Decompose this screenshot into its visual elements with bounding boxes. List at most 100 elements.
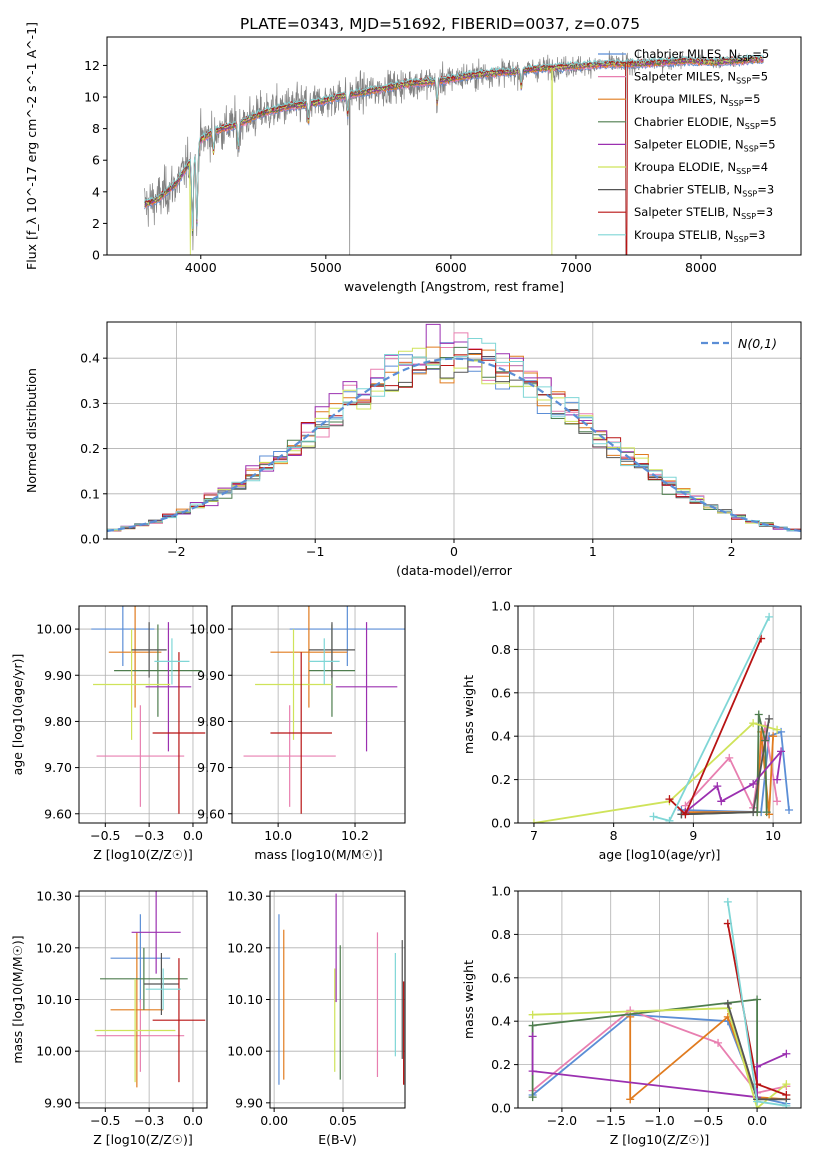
- x-tick-label: 7: [530, 828, 538, 843]
- y-tick-label: 4: [92, 184, 100, 199]
- legend-entry: Kroupa ELODIE, NSSP=4: [634, 160, 768, 176]
- legend-text: Salpeter STELIB, N: [634, 205, 741, 219]
- y-axis-label: mass [log10(M/M☉)]: [10, 935, 25, 1063]
- legend-subscript: SSP: [737, 54, 752, 63]
- legend-entry: Salpeter STELIB, NSSP=3: [634, 205, 773, 221]
- x-tick-label: 5000: [310, 260, 342, 275]
- plot-area: [528, 897, 791, 1108]
- legend-count: =5: [760, 115, 777, 129]
- legend-text: Kroupa MILES, N: [634, 92, 729, 106]
- legend-entry: Chabrier STELIB, NSSP=3: [634, 183, 774, 199]
- weight-marker: [753, 995, 762, 1004]
- x-axis-label: mass [log10(M/M☉)]: [254, 847, 382, 862]
- y-axis-label: mass weight: [461, 675, 476, 754]
- legend-text: Chabrier STELIB, N: [634, 183, 742, 197]
- legend-text: Salpeter ELODIE, N: [634, 137, 744, 151]
- legend-count: =5: [751, 70, 768, 84]
- weight-marker: [782, 1080, 791, 1089]
- y-tick-label: 10.00: [227, 1044, 263, 1059]
- x-tick-label: 6000: [435, 260, 467, 275]
- y-tick-label: 0.4: [491, 1014, 511, 1029]
- weight-marker: [681, 810, 690, 819]
- x-tick-label: −1.5: [596, 1113, 626, 1128]
- legend-count: =5: [759, 137, 776, 151]
- plot-area: [278, 893, 405, 1085]
- x-axis-label: E(B-V): [318, 1132, 357, 1147]
- legend-count: =3: [756, 205, 773, 219]
- weight-marker: [749, 808, 758, 817]
- y-tick-label: 0: [92, 248, 100, 263]
- y-tick-label: 0.4: [491, 729, 511, 744]
- weight-marker: [649, 812, 658, 821]
- legend-subscript: SSP: [734, 235, 749, 244]
- weight-marker: [717, 797, 726, 806]
- plot-area: [94, 891, 206, 1088]
- panel-mass_weight_vs_Z: −2.0 −1.5 −1.0 −0.5 0.0 0.0 0.2 0.4 0.6 0.8 1.0 Z […: [461, 884, 802, 1147]
- panel-mass_vs_EBV: 0.00 0.05 9.90 10.00 10.10 10.20 10.30 E(B-V): [227, 889, 406, 1147]
- legend-text: Chabrier ELODIE, N: [634, 115, 745, 129]
- x-tick-label: 0.05: [329, 1113, 357, 1128]
- x-axis-label: Z [log10(Z/Z☉)]: [610, 1132, 710, 1147]
- x-tick-label: 1: [589, 544, 597, 559]
- legend-subscript: SSP: [742, 190, 757, 199]
- y-tick-label: 9.60: [44, 806, 72, 821]
- weight-marker: [713, 782, 722, 791]
- y-tick-label: 0.6: [491, 685, 511, 700]
- legend-entry: Salpeter ELODIE, NSSP=5: [634, 137, 776, 153]
- model-line: [144, 53, 764, 230]
- y-tick-label: 10.20: [227, 940, 263, 955]
- y-tick-label: 9.90: [197, 668, 225, 683]
- y-tick-label: 10: [84, 90, 100, 105]
- x-tick-label: −2: [167, 544, 185, 559]
- y-tick-label: 0.1: [80, 486, 100, 501]
- weight-marker: [749, 779, 758, 788]
- x-tick-label: 0.00: [260, 1113, 288, 1128]
- weight-marker: [765, 714, 774, 723]
- panel-mass_vs_Z: −0.5 −0.3 0.0 9.90 10.00 10.10 10.20 10.30 Z [lo…: [10, 889, 208, 1147]
- weight-line: [684, 750, 782, 813]
- x-tick-label: 10.0: [264, 828, 292, 843]
- x-tick-label: 0: [450, 544, 458, 559]
- y-tick-label: 0.0: [491, 816, 511, 831]
- weight-marker: [769, 732, 778, 741]
- y-tick-label: 9.90: [44, 1095, 72, 1110]
- y-tick-label: 9.80: [44, 714, 72, 729]
- x-tick-label: 9: [689, 828, 697, 843]
- weight-marker: [626, 1095, 635, 1104]
- model-line: [144, 58, 764, 234]
- x-tick-label: −1.0: [644, 1113, 674, 1128]
- y-tick-label: 12: [84, 58, 100, 73]
- legend-text: Chabrier MILES, N: [634, 47, 737, 61]
- y-tick-label: 9.90: [235, 1095, 263, 1110]
- y-tick-label: 9.60: [197, 806, 225, 821]
- axes-frame: [231, 605, 406, 824]
- y-tick-label: 9.90: [44, 668, 72, 683]
- legend-subscript: SSP: [736, 167, 751, 176]
- legend-count: =3: [757, 183, 774, 197]
- legend-entry: Kroupa STELIB, NSSP=3: [634, 228, 765, 244]
- y-tick-label: 10.10: [227, 992, 263, 1007]
- weight-marker: [762, 808, 771, 817]
- y-tick-label: 10.20: [36, 940, 72, 955]
- weight-marker: [528, 1010, 537, 1019]
- weight-marker: [773, 775, 782, 784]
- y-tick-label: 6: [92, 153, 100, 168]
- y-tick-label: 8: [92, 121, 100, 136]
- weight-marker: [754, 710, 763, 719]
- legend-count: =4: [751, 160, 768, 174]
- weight-marker: [777, 747, 786, 756]
- legend-subscript: SSP: [729, 99, 744, 108]
- x-axis-label: (data-model)/error: [396, 563, 513, 578]
- y-tick-label: 0.2: [491, 772, 511, 787]
- legend-entry: Salpeter MILES, NSSP=5: [634, 70, 768, 86]
- x-tick-label: 7000: [560, 260, 592, 275]
- x-tick-label: −2.0: [547, 1113, 577, 1128]
- x-tick-label: −0.3: [134, 828, 164, 843]
- weight-marker: [785, 805, 794, 814]
- weight-marker: [665, 795, 674, 804]
- y-tick-label: 0.0: [491, 1101, 511, 1116]
- x-axis-label: Z [log10(Z/Z☉)]: [93, 847, 193, 862]
- weight-marker: [528, 1021, 537, 1030]
